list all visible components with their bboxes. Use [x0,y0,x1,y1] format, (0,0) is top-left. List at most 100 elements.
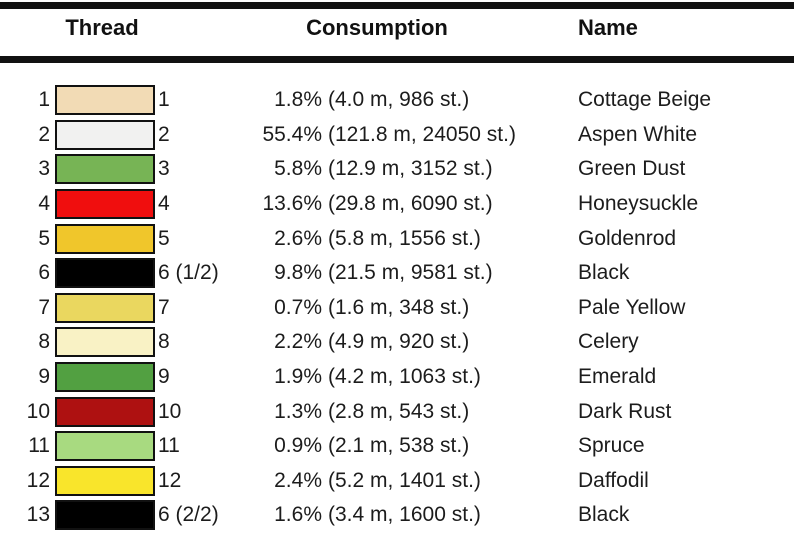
thread-code: 6 (2/2) [158,503,219,527]
column-header-consumption: Consumption [306,15,448,40]
thread-code: 7 [158,295,170,319]
thread-name: Goldenrod [578,226,677,250]
thread-color-swatch [55,292,155,323]
thread-swatch-cell [52,327,156,358]
thread-color-swatch [55,119,155,150]
thread-swatch-cell [52,396,156,427]
consumption-percent: 9.8% [274,261,322,285]
thread-swatch-cell [52,223,156,254]
thread-code: 12 [158,468,182,492]
thread-name: Celery [578,330,639,354]
consumption-detail: (21.5 m, 9581 st.) [328,261,493,285]
thread-color-swatch [55,465,155,496]
consumption-percent: 2.6% [274,226,322,250]
consumption-percent: 0.9% [274,434,322,458]
thread-name: Aspen White [578,122,698,146]
thread-row-number: 13 [26,503,50,527]
top-rule [0,2,794,9]
thread-row-number: 9 [38,365,50,389]
consumption-percent: 5.8% [274,157,322,181]
thread-code: 1 [158,88,170,112]
table-row: 9 9 1.9% (4.2 m, 1063 st.) Emerald [0,360,794,395]
thread-code: 6 (1/2) [158,261,219,285]
thread-code: 10 [158,399,182,423]
thread-color-swatch [55,223,155,254]
table-row: 10 10 1.3% (2.8 m, 543 st.) Dark Rust [0,394,794,429]
thread-name: Honeysuckle [578,192,699,216]
thread-color-swatch [55,396,155,427]
thread-name: Green Dust [578,157,686,181]
consumption-percent: 0.7% [274,295,322,319]
thread-code: 4 [158,192,170,216]
table-row: 11 11 0.9% (2.1 m, 538 st.) Spruce [0,429,794,464]
thread-color-swatch [55,327,155,358]
thread-swatch-cell [52,362,156,393]
thread-swatch-cell [52,258,156,289]
thread-row-number: 4 [38,192,50,216]
thread-name: Black [578,261,630,285]
thread-color-swatch [55,431,155,462]
table-row: 1 1 1.8% (4.0 m, 986 st.) Cottage Beige [0,83,794,118]
thread-row-number: 11 [28,434,50,458]
table-row: 6 6 (1/2) 9.8% (21.5 m, 9581 st.) Black [0,256,794,291]
consumption-detail: (4.2 m, 1063 st.) [328,365,481,389]
consumption-detail: (5.2 m, 1401 st.) [328,468,481,492]
consumption-percent: 2.4% [274,468,322,492]
thread-name: Emerald [578,365,657,389]
thread-name: Black [578,503,630,527]
thread-row-number: 1 [38,88,50,112]
thread-code: 9 [158,365,170,389]
thread-name: Daffodil [578,468,649,492]
consumption-detail: (4.9 m, 920 st.) [328,330,470,354]
consumption-percent: 2.2% [274,330,322,354]
consumption-detail: (12.9 m, 3152 st.) [328,157,493,181]
thread-code: 5 [158,226,170,250]
consumption-percent: 13.6% [262,192,322,216]
thread-row-number: 6 [38,261,50,285]
table-row: 7 7 0.7% (1.6 m, 348 st.) Pale Yellow [0,291,794,326]
thread-name: Dark Rust [578,399,672,423]
thread-color-swatch [55,85,155,116]
thread-row-number: 3 [38,157,50,181]
thread-name: Cottage Beige [578,88,712,112]
thread-swatch-cell [52,500,156,531]
consumption-detail: (29.8 m, 6090 st.) [328,192,493,216]
thread-code: 3 [158,157,170,181]
thread-row-number: 12 [26,468,50,492]
column-header-name: Name [578,15,638,40]
thread-color-swatch [55,258,155,289]
header-separator-rule [0,56,794,63]
consumption-detail: (2.1 m, 538 st.) [328,434,470,458]
thread-code: 11 [158,434,180,458]
thread-row-number: 5 [38,226,50,250]
thread-swatch-cell [52,119,156,150]
thread-swatch-cell [52,292,156,323]
thread-swatch-cell [52,431,156,462]
consumption-detail: (2.8 m, 543 st.) [328,399,470,423]
thread-row-number: 7 [38,295,50,319]
consumption-detail: (3.4 m, 1600 st.) [328,503,481,527]
consumption-percent: 1.9% [274,365,322,389]
consumption-detail: (4.0 m, 986 st.) [328,88,470,112]
consumption-detail: (1.6 m, 348 st.) [328,295,470,319]
table-row: 3 3 5.8% (12.9 m, 3152 st.) Green Dust [0,152,794,187]
thread-name: Spruce [578,434,645,458]
thread-color-swatch [55,500,155,531]
thread-swatch-cell [52,465,156,496]
consumption-detail: (121.8 m, 24050 st.) [328,122,516,146]
thread-row-number: 2 [38,122,50,146]
thread-name: Pale Yellow [578,295,686,319]
consumption-detail: (5.8 m, 1556 st.) [328,226,481,250]
thread-swatch-cell [52,154,156,185]
thread-color-swatch [55,189,155,220]
thread-swatch-cell [52,189,156,220]
consumption-percent: 1.8% [274,88,322,112]
table-row: 5 5 2.6% (5.8 m, 1556 st.) Goldenrod [0,221,794,256]
consumption-percent: 1.3% [274,399,322,423]
table-row: 2 2 55.4% (121.8 m, 24050 st.) Aspen Whi… [0,118,794,153]
thread-color-swatch [55,154,155,185]
thread-code: 8 [158,330,170,354]
thread-color-swatch [55,362,155,393]
thread-table-body: 1 1 1.8% (4.0 m, 986 st.) Cottage Beige … [0,83,794,533]
